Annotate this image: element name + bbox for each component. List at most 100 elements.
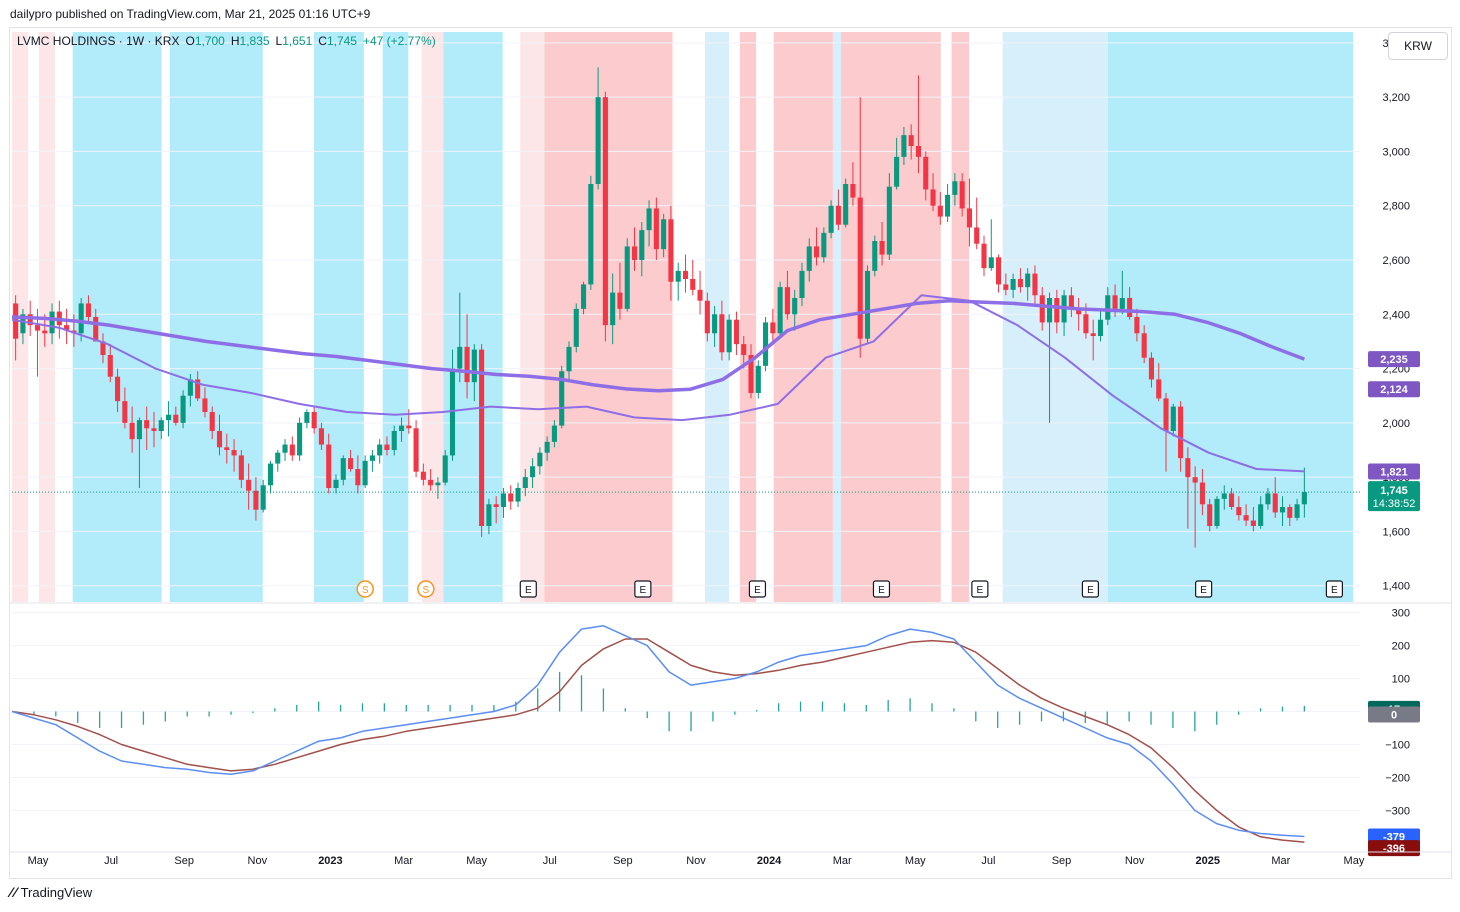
earnings-event-letter: E <box>1331 585 1338 596</box>
candle-body <box>1149 358 1154 380</box>
candle-body <box>843 184 848 225</box>
candle-body <box>181 396 186 423</box>
candle <box>697 271 702 314</box>
earnings-event-icon: E <box>873 581 889 597</box>
candle-body <box>282 445 287 453</box>
candle-body <box>566 347 571 371</box>
candle-body <box>814 246 819 257</box>
candle-body <box>887 187 892 255</box>
candle-body <box>1047 298 1052 322</box>
candle-body <box>1273 493 1278 512</box>
symbol-legend: LVMC HOLDINGS · 1W · KRX O1,700 H1,835 L… <box>17 34 436 48</box>
signal-line <box>12 639 1304 842</box>
earnings-event-letter: E <box>878 585 885 596</box>
candle-body <box>792 298 797 314</box>
candle-body <box>1127 298 1132 317</box>
candle-body <box>297 423 302 456</box>
candle-body <box>304 412 309 423</box>
candle <box>181 390 186 428</box>
candle-body <box>770 322 775 333</box>
candle-body <box>727 320 732 353</box>
candle-body <box>1025 274 1030 288</box>
price-tick-label: 3,000 <box>1382 146 1410 158</box>
candle-body <box>1171 407 1176 431</box>
candle-body <box>1287 507 1292 518</box>
chart-canvas[interactable]: 1,4001,6001,8002,0002,2002,4002,6002,800… <box>10 28 1451 878</box>
candle-body <box>647 208 652 230</box>
candle-body <box>545 442 550 453</box>
candle-body <box>1214 499 1219 526</box>
earnings-event-letter: E <box>1200 585 1207 596</box>
symbol-name[interactable]: LVMC HOLDINGS · 1W · KRX <box>17 34 179 48</box>
candle-body <box>472 350 477 383</box>
candle-body <box>930 189 935 205</box>
time-tick-label: May <box>466 855 487 867</box>
candle-body <box>661 219 666 249</box>
candle <box>676 263 681 301</box>
close-value: 1,745 <box>327 34 357 48</box>
high-value: 1,835 <box>240 34 270 48</box>
candle-body <box>617 293 622 309</box>
candle-body <box>1091 333 1096 336</box>
brand-name: TradingView <box>21 885 93 900</box>
candle-body <box>333 480 338 488</box>
split-event-icon: S <box>357 581 373 597</box>
time-tick-label: Mar <box>833 855 852 867</box>
candle-body <box>821 233 826 257</box>
candle-body <box>166 415 171 420</box>
regime-band <box>170 32 263 602</box>
candle-body <box>537 453 542 467</box>
candle-body <box>1295 504 1300 518</box>
candle <box>945 184 950 222</box>
macd-tick-label: 200 <box>1392 641 1410 653</box>
last-price-text: 1,745 <box>1380 485 1408 497</box>
time-tick-label: 2025 <box>1195 855 1219 867</box>
candle-body <box>130 423 135 439</box>
price-tick-label: 1,600 <box>1382 526 1410 538</box>
candle-body <box>836 206 841 225</box>
candle-body <box>1011 279 1016 290</box>
candle-body <box>676 271 681 282</box>
time-tick-label: Sep <box>174 855 194 867</box>
candle-body <box>399 426 404 431</box>
candle-body <box>865 271 870 339</box>
earnings-event-letter: E <box>640 585 647 596</box>
candle-body <box>1142 333 1147 357</box>
macd-line <box>12 626 1304 837</box>
candle-body <box>829 206 834 233</box>
regime-band <box>422 32 444 602</box>
candle <box>996 255 1001 293</box>
candle-body <box>144 420 149 428</box>
price-tick-label: 2,800 <box>1382 201 1410 213</box>
candle-body <box>1244 515 1249 520</box>
time-tick-label: Jul <box>981 855 995 867</box>
candle-body <box>952 181 957 195</box>
currency-button[interactable]: KRW <box>1388 32 1448 60</box>
macd-histogram <box>12 672 1304 731</box>
candle-body <box>858 198 863 339</box>
candle-body <box>1229 493 1234 507</box>
candle-body <box>960 181 965 208</box>
candle-body <box>363 461 368 485</box>
zero-value-tag: 0 <box>1368 707 1420 723</box>
countdown-text: 14:38:52 <box>1373 498 1416 510</box>
candle <box>778 282 783 339</box>
candle-body <box>1040 295 1045 322</box>
candle-body <box>916 146 921 157</box>
ma-label-2124-text: 2,124 <box>1380 384 1408 396</box>
candle-body <box>1222 493 1227 498</box>
candle-body <box>763 322 768 365</box>
regime-band <box>314 32 364 602</box>
candle <box>872 236 877 277</box>
candle-body <box>1054 298 1059 322</box>
candle-body <box>35 325 40 330</box>
candle-body <box>909 135 914 146</box>
candle <box>290 436 295 460</box>
time-tick-label: Mar <box>1271 855 1290 867</box>
candle-body <box>1163 398 1168 431</box>
candle-body <box>901 135 906 157</box>
candle-body <box>756 366 761 393</box>
candle-body <box>938 206 943 217</box>
candle-body <box>1207 504 1212 526</box>
candle <box>515 483 520 507</box>
